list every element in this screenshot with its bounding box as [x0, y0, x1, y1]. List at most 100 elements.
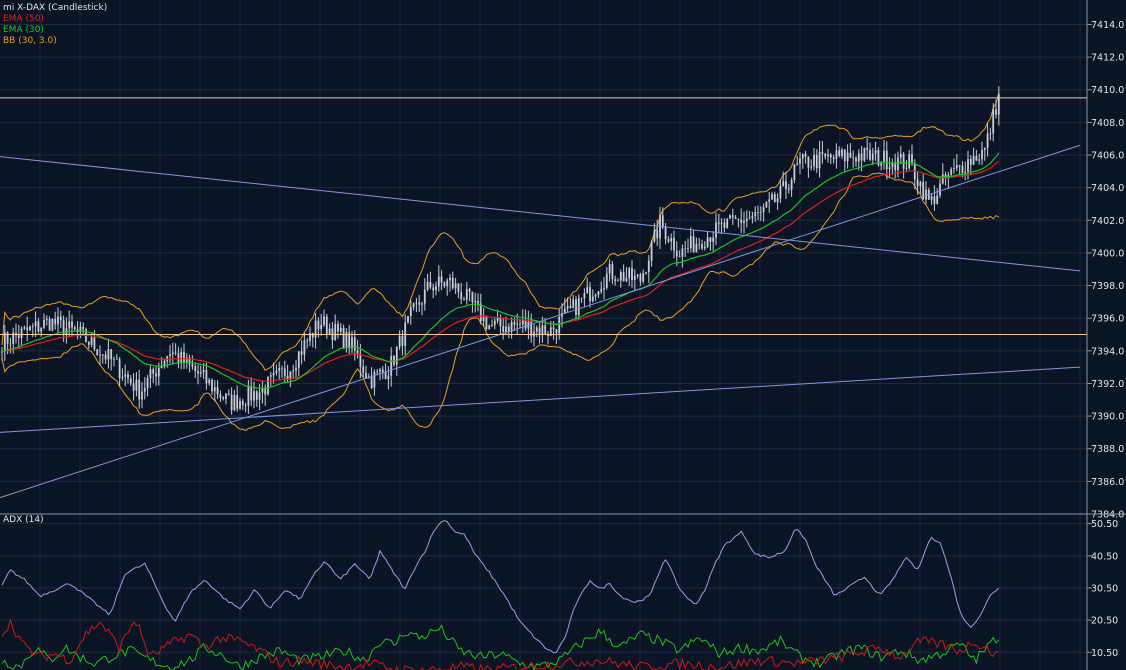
candle-body [320, 324, 323, 330]
candle-body [821, 151, 824, 154]
candle-body [740, 219, 743, 223]
candle-body [779, 186, 782, 199]
candle-body [698, 243, 701, 245]
candle-body [989, 133, 992, 135]
candle-body [435, 286, 437, 291]
candle-body [20, 328, 23, 339]
candle-body [964, 171, 967, 174]
candle-body [169, 354, 171, 357]
candle-body [93, 337, 96, 350]
candle-body [614, 279, 617, 282]
candle-body [188, 357, 191, 365]
candle-body [138, 379, 141, 400]
candle-body [516, 323, 519, 325]
candle-body [390, 356, 393, 376]
candle-body [309, 333, 311, 342]
candle-body [197, 371, 199, 374]
candle-body [9, 343, 12, 345]
candle-body [183, 352, 185, 364]
candle-body [631, 268, 633, 281]
candle-body [29, 326, 31, 331]
candle-body [877, 150, 880, 166]
candle-body [787, 188, 790, 190]
candle-body [412, 303, 415, 308]
candle-body [600, 289, 603, 292]
candle-body [359, 353, 362, 367]
candle-body [773, 194, 776, 203]
price-tick-label: 7388.0 [1091, 444, 1124, 455]
adx-line [1, 520, 1000, 654]
candle-body [617, 280, 619, 282]
candle-body [981, 149, 983, 160]
candle-body [443, 282, 446, 287]
bollinger-bands [1, 92, 1000, 432]
adx-tick-label: 10.50 [1091, 648, 1118, 659]
candle-body [423, 289, 426, 304]
candle-body [642, 273, 645, 282]
candle-body [152, 369, 155, 374]
candle-body [589, 287, 591, 302]
candle-body [295, 367, 297, 371]
candle-body [944, 174, 947, 179]
chart-title: mi X-DAX (Candlestick) [3, 3, 107, 13]
candle-body [110, 349, 113, 360]
candle-body [670, 237, 673, 242]
legend-ema30: EMA (30) [3, 25, 44, 35]
candle-body [199, 372, 202, 374]
price-tick-label: 7412.0 [1091, 53, 1124, 64]
candle-body [771, 194, 773, 200]
candle-body [541, 325, 544, 335]
candle-body [311, 333, 314, 338]
candle-body [782, 181, 785, 187]
candle-body [869, 149, 871, 160]
candle-body [373, 372, 376, 388]
candle-body [563, 308, 566, 314]
candle-body [519, 323, 521, 325]
candle-body [650, 241, 653, 261]
candle-body [866, 147, 869, 150]
di-plus-line [1, 624, 1000, 670]
candle-body [743, 221, 745, 223]
adx-panel: 50.50 40.50 30.50 20.50 10.50 ADX (14) [0, 514, 1118, 670]
candle-body [409, 307, 412, 317]
candle-body [334, 324, 337, 340]
candle-body [911, 154, 913, 164]
candle-body [852, 157, 855, 159]
candle-body [790, 179, 793, 190]
bb-lower-line [1, 172, 1000, 432]
candle-body [135, 379, 138, 391]
candle-body [353, 337, 356, 351]
candle-body [995, 109, 997, 115]
candle-body [250, 386, 253, 401]
candle-body [381, 369, 384, 372]
candle-body [748, 218, 751, 219]
candle-body [269, 375, 272, 377]
candle-body [799, 158, 801, 164]
candle-body [701, 244, 703, 249]
candle-body [281, 367, 283, 369]
candle-body [141, 391, 143, 400]
candle-body [227, 393, 230, 395]
candle-body [113, 358, 115, 360]
candle-body [482, 315, 485, 321]
candle-body [745, 218, 748, 222]
candle-body [824, 153, 827, 157]
candle-body [283, 368, 286, 376]
candle-body [855, 157, 857, 162]
candle-body [813, 155, 815, 167]
candle-body [342, 327, 345, 348]
candle-body [793, 164, 796, 180]
price-tick-label: 7398.0 [1091, 281, 1124, 292]
candle-body [647, 260, 650, 273]
candle-body [365, 372, 367, 379]
candle-body [762, 207, 765, 213]
candle-body [575, 299, 577, 316]
candle-body [549, 327, 552, 336]
candle-body [325, 316, 328, 334]
candle-body [675, 250, 678, 257]
candle-body [328, 328, 331, 334]
candle-body [261, 387, 264, 393]
adx-tick-label: 20.50 [1091, 616, 1118, 627]
candle-body [723, 222, 726, 228]
candle-body [972, 155, 975, 165]
